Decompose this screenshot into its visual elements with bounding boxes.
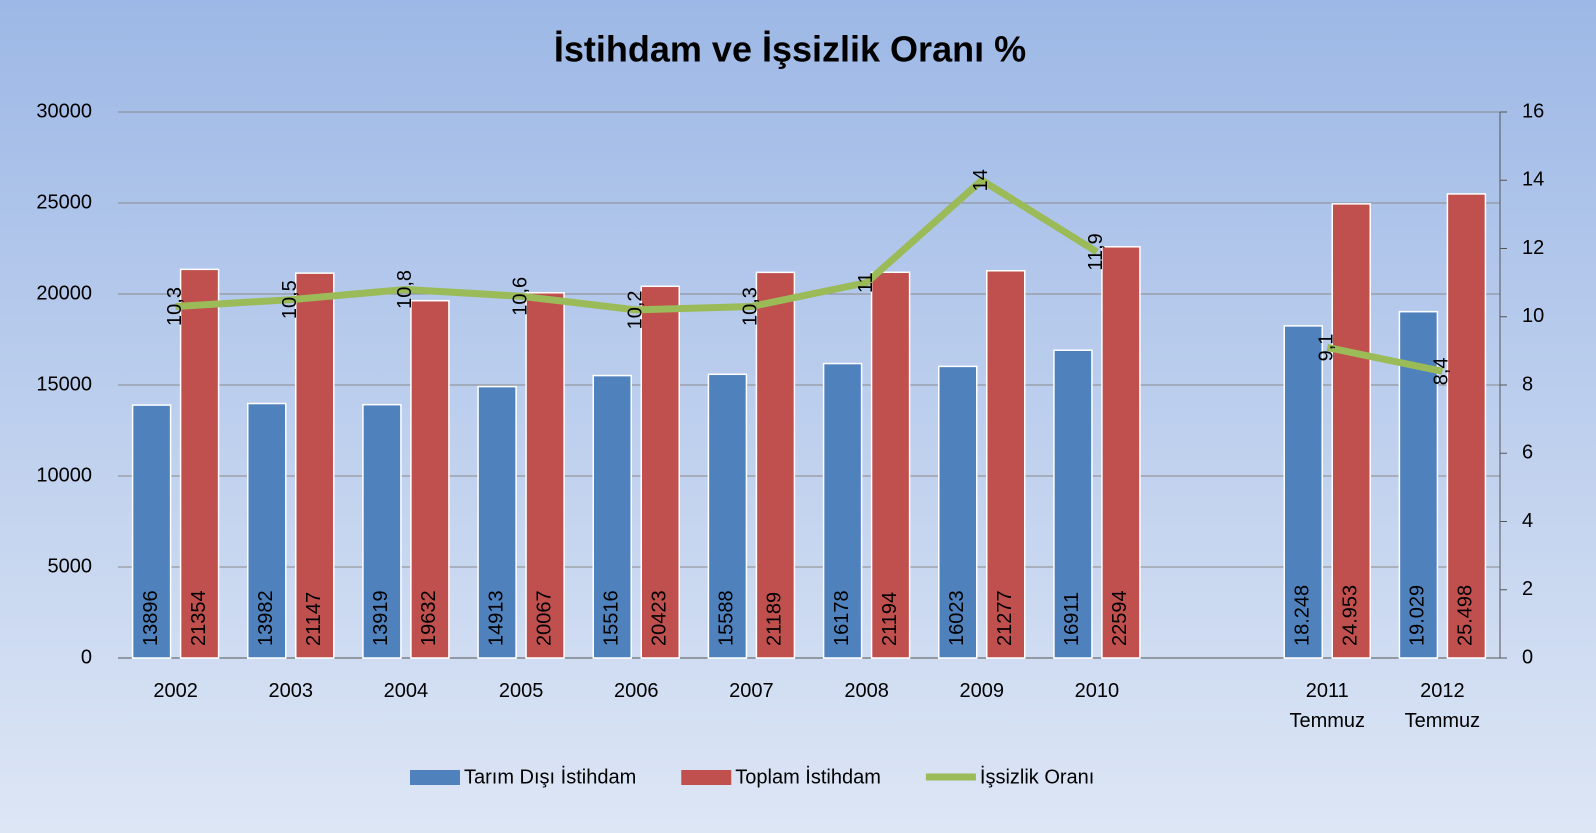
bar — [755, 271, 796, 659]
data-label: 16023 — [946, 590, 968, 646]
x-tick-label: 2003 — [268, 680, 314, 702]
x-tick-label: 2006 — [614, 680, 659, 702]
bar — [1331, 203, 1371, 659]
bar — [1101, 246, 1141, 659]
y2-tick-label: 6 — [1522, 442, 1533, 464]
bar — [410, 299, 450, 659]
data-label: 18.248 — [1292, 585, 1314, 646]
y2-tick-label: 2 — [1522, 578, 1533, 600]
data-label: 9,1 — [1316, 334, 1338, 362]
legend-label: Toplam İstihdam — [735, 765, 881, 788]
y2-tick-label: 8 — [1522, 373, 1533, 395]
data-label: 22594 — [1109, 590, 1131, 646]
x-tick-label: 2008 — [844, 680, 889, 702]
y-tick-label: 0 — [81, 646, 92, 668]
y-tick-label: 30000 — [36, 100, 92, 122]
data-label: 8,4 — [1431, 357, 1453, 385]
y2-tick-label: 0 — [1522, 646, 1533, 668]
data-label: 24.953 — [1340, 585, 1362, 646]
data-label: 10,3 — [164, 287, 186, 326]
data-label: 10,6 — [509, 277, 531, 316]
data-label: 15516 — [601, 590, 623, 646]
x-tick-label: 2009 — [959, 680, 1005, 702]
y-tick-label: 20000 — [36, 282, 92, 304]
legend-label: Tarım Dışı İstihdam — [464, 765, 636, 788]
legend-swatch — [681, 770, 732, 785]
legend-swatch — [410, 770, 460, 785]
data-label: 13982 — [255, 590, 277, 646]
bar — [362, 403, 402, 659]
bar — [986, 270, 1026, 659]
data-label: 11,9 — [1085, 233, 1107, 270]
chart-title: İstihdam ve İşsizlik Oranı % — [554, 29, 1026, 70]
x-tick-label: 2011 Temmuz — [1289, 680, 1366, 732]
y-tick-label: 15000 — [36, 373, 92, 395]
bar — [1446, 193, 1487, 659]
bar — [1283, 325, 1323, 659]
bar — [525, 292, 565, 659]
data-label: 13896 — [140, 590, 162, 646]
data-label: 15588 — [716, 590, 738, 646]
y2-tick-label: 16 — [1522, 100, 1544, 122]
data-label: 16911 — [1061, 592, 1083, 646]
x-tick-label: 2010 — [1074, 680, 1120, 702]
y-tick-label: 5000 — [48, 555, 93, 577]
data-label: 10,5 — [279, 280, 301, 319]
data-label: 10,3 — [740, 287, 762, 326]
data-label: 13919 — [370, 590, 392, 646]
y-tick-label: 25000 — [36, 191, 92, 213]
bar — [870, 271, 911, 659]
line — [175, 176, 1099, 314]
data-label: 14 — [970, 169, 992, 191]
data-label: 21194 — [879, 592, 901, 646]
bar — [295, 272, 335, 659]
bar — [640, 285, 680, 659]
y2-tick-label: 12 — [1522, 237, 1544, 259]
data-label: 25.498 — [1455, 585, 1477, 646]
data-label: 14913 — [485, 590, 507, 646]
data-label: 19.029 — [1407, 585, 1429, 646]
data-label: 16178 — [831, 590, 853, 646]
x-tick-label: 2002 — [153, 680, 198, 702]
bar — [179, 268, 220, 659]
y-tick-label: 10000 — [36, 464, 92, 486]
bar — [822, 362, 863, 659]
bar — [247, 402, 287, 659]
legend-label: İşsizlik Oranı — [980, 765, 1094, 788]
bar — [1053, 349, 1093, 659]
data-label: 10,2 — [625, 290, 647, 329]
data-label: 20423 — [649, 590, 671, 646]
data-label: 10,8 — [394, 270, 416, 309]
bar — [131, 404, 172, 659]
bar — [707, 373, 748, 659]
x-tick-label: 2005 — [498, 680, 544, 702]
bar — [477, 385, 517, 659]
y2-tick-label: 4 — [1522, 510, 1533, 532]
data-label: 21189 — [764, 592, 786, 646]
line — [1326, 344, 1444, 375]
data-label: 21277 — [994, 590, 1016, 646]
x-tick-label: 2004 — [383, 680, 429, 702]
bar — [938, 365, 978, 659]
data-label: 11 — [855, 272, 877, 293]
data-label: 21147 — [303, 592, 325, 646]
x-tick-label: 2012 Temmuz — [1404, 680, 1481, 732]
data-label: 21354 — [188, 590, 210, 646]
bar — [592, 374, 632, 659]
y2-tick-label: 14 — [1522, 169, 1544, 191]
x-tick-label: 2007 — [729, 680, 774, 702]
data-label: 20067 — [533, 590, 555, 646]
y2-tick-label: 10 — [1522, 305, 1544, 327]
data-label: 19632 — [418, 590, 440, 646]
